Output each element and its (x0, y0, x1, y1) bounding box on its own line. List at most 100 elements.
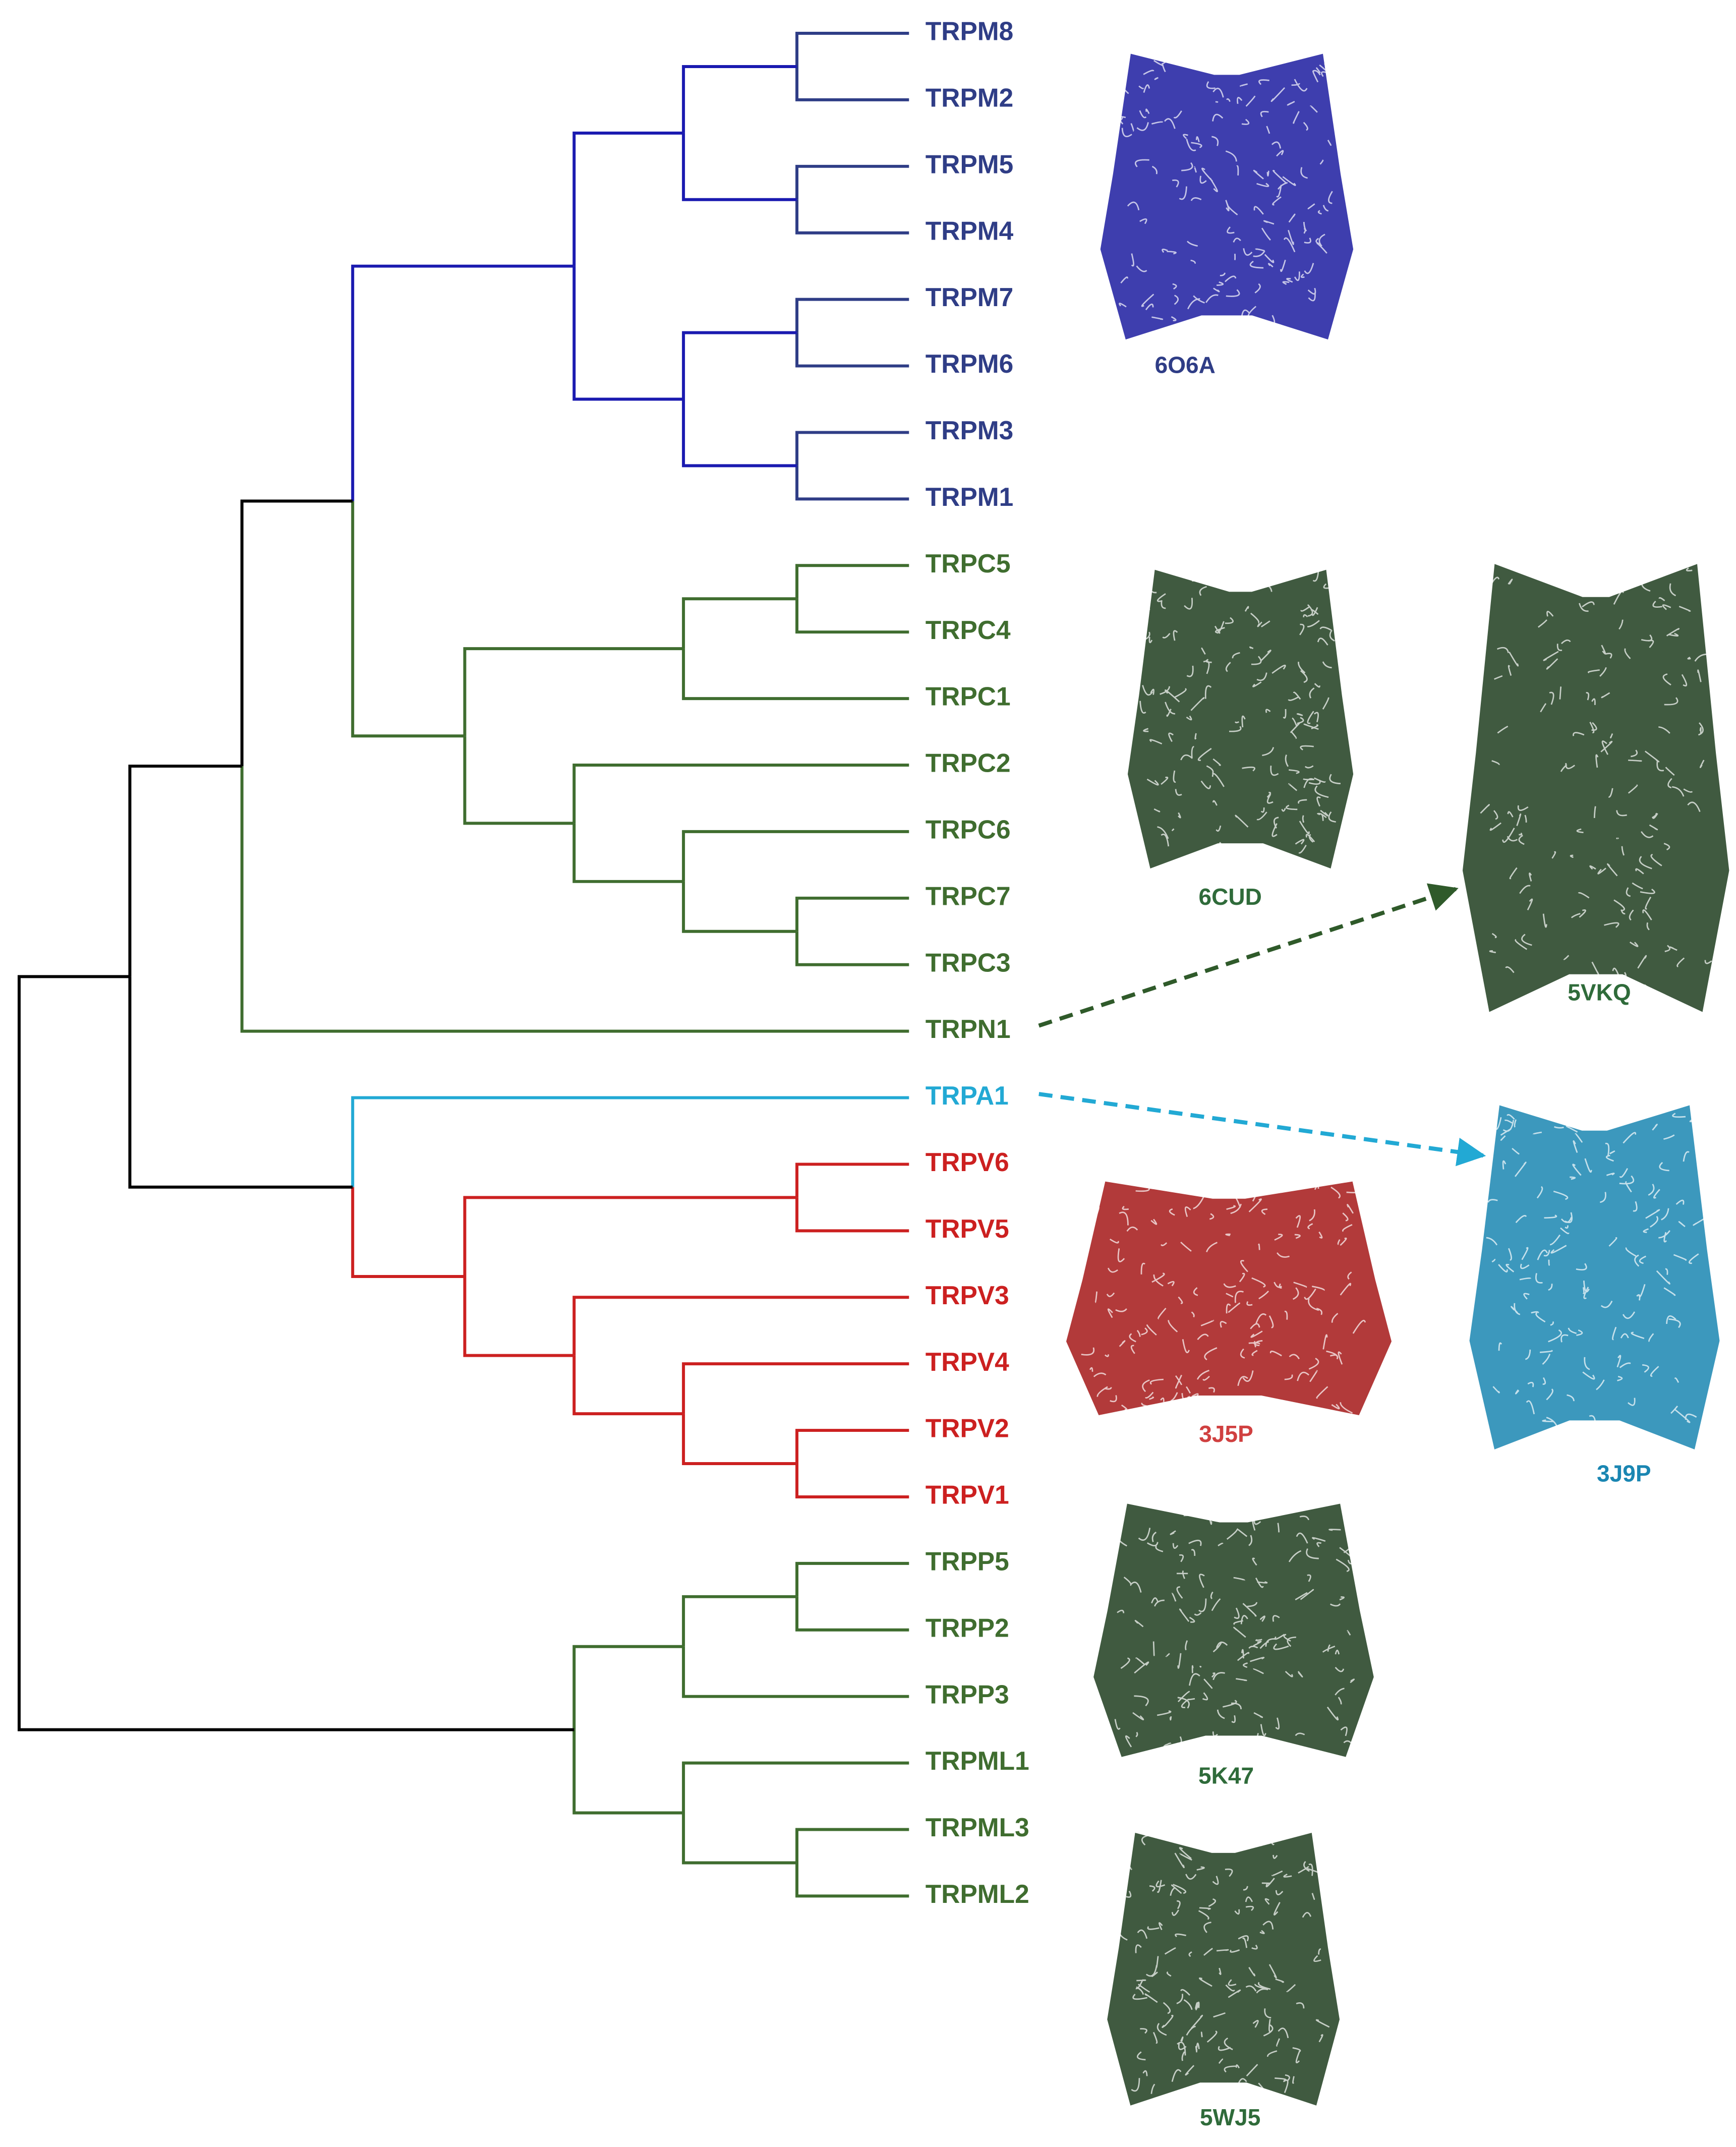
leaf-label: TRPC5 (925, 549, 1011, 578)
structure-detail (1137, 568, 1341, 856)
branch (795, 1863, 909, 1898)
structure-label: 5VKQ (1568, 979, 1631, 1005)
branch (795, 1561, 909, 1597)
branch (240, 766, 909, 1033)
leaf-label: TRPM4 (925, 216, 1014, 245)
branch (682, 133, 797, 201)
protein-structure (1093, 1503, 1374, 1757)
leaf-label: TRPC2 (925, 748, 1011, 778)
structure-body (1469, 1105, 1720, 1449)
branch (463, 647, 684, 736)
branch (682, 331, 797, 399)
protein-structure (1127, 568, 1354, 868)
structure-label: 5K47 (1198, 1762, 1254, 1788)
branch (795, 431, 909, 466)
protein-structure (1462, 564, 1729, 1012)
branch (128, 765, 242, 977)
structure-detail (1118, 1829, 1330, 2094)
leaf-label: TRPC4 (925, 615, 1011, 645)
branch (682, 830, 909, 882)
branch (17, 975, 130, 1354)
branch (795, 1197, 909, 1233)
branch (795, 1828, 909, 1863)
branch (572, 1645, 684, 1730)
leaf-label: TRPP2 (925, 1613, 1009, 1642)
branch (795, 298, 909, 333)
leaf-label: TRPM2 (925, 83, 1013, 112)
branch (463, 736, 574, 825)
leaf-label: TRPM6 (925, 349, 1013, 378)
branch (682, 1813, 797, 1865)
branch (795, 164, 909, 200)
branch (682, 1646, 909, 1698)
arrow (1038, 883, 1459, 1028)
structure-body (1100, 53, 1354, 340)
protein-structure (1066, 1178, 1392, 1416)
branch (351, 1096, 909, 1187)
branch (351, 264, 574, 501)
branch (682, 65, 797, 133)
structure-label: 3J5P (1199, 1421, 1253, 1447)
branch (682, 399, 797, 468)
branch (682, 1414, 797, 1466)
protein-structure (1469, 1099, 1720, 1449)
branch (572, 1355, 684, 1416)
protein-structure (1107, 1829, 1340, 2106)
structure-label: 5WJ5 (1200, 2104, 1260, 2130)
branch (572, 131, 684, 266)
leaf-label: TRPV3 (925, 1281, 1009, 1310)
leaf-label: TRPM1 (925, 482, 1013, 511)
leaf-label: TRPC6 (925, 815, 1011, 844)
branch (795, 32, 909, 67)
branch (682, 1761, 909, 1813)
branch (795, 1429, 909, 1464)
branch (795, 564, 909, 599)
branch (795, 896, 909, 932)
branch (795, 199, 909, 235)
leaf-label: TRPML2 (925, 1879, 1029, 1908)
structure-detail (1486, 1099, 1707, 1441)
leaf-label: TRPA1 (925, 1081, 1009, 1110)
leaf-label: TRPV4 (925, 1347, 1009, 1376)
branch (682, 1595, 797, 1647)
leaf-label: TRPP5 (925, 1546, 1009, 1576)
structure-body (1462, 564, 1729, 1012)
branch (682, 881, 797, 933)
branch (572, 1296, 909, 1356)
branch (463, 1196, 797, 1277)
leaf-label: TRPN1 (925, 1014, 1011, 1043)
branch (351, 501, 465, 738)
structure-body (1107, 1833, 1340, 2106)
structure-label: 6CUD (1199, 884, 1262, 910)
branch (572, 1729, 684, 1815)
leaf-label: TRPV6 (925, 1147, 1009, 1177)
branch (795, 1596, 909, 1632)
branch (795, 599, 909, 634)
structure-detail (1114, 1503, 1357, 1753)
branch (795, 1464, 909, 1498)
structure-label: 3J9P (1597, 1460, 1651, 1486)
structure-detail (1081, 1178, 1366, 1414)
structure-label: 6O6A (1155, 352, 1216, 378)
branch (572, 764, 909, 824)
structure-detail (1110, 52, 1342, 324)
branch (795, 1163, 909, 1198)
branch (795, 66, 909, 101)
branch (795, 466, 909, 501)
leaf-label: TRPP3 (925, 1679, 1009, 1709)
structure-body (1066, 1181, 1392, 1416)
leaf-label: TRPM5 (925, 149, 1013, 179)
structure-body (1127, 569, 1354, 868)
protein-structure (1100, 52, 1354, 340)
arrow (1038, 1092, 1486, 1167)
branch (463, 1276, 574, 1357)
branch (572, 266, 684, 401)
leaf-label: TRPC3 (925, 948, 1011, 977)
leaf-label: TRPV5 (925, 1214, 1009, 1243)
branch (682, 649, 909, 701)
branch (240, 499, 353, 767)
leaf-label: TRPM7 (925, 282, 1013, 312)
branch (128, 976, 353, 1189)
